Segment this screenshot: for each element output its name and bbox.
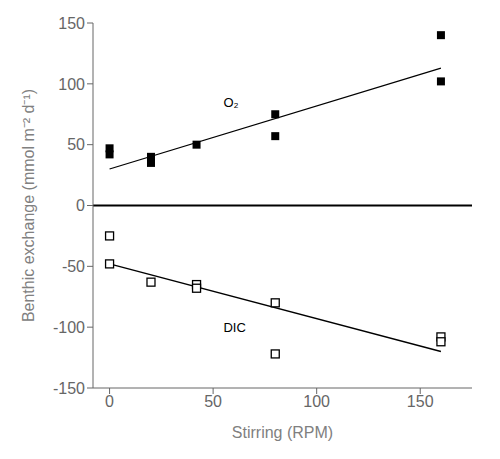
svg-text:150: 150 <box>58 15 85 32</box>
svg-text:DIC: DIC <box>223 320 245 335</box>
svg-text:-100: -100 <box>53 319 85 336</box>
svg-text:-50: -50 <box>62 258 85 275</box>
svg-text:O₂: O₂ <box>223 95 238 110</box>
svg-text:Benthic exchange (mmol m⁻² d⁻¹: Benthic exchange (mmol m⁻² d⁻¹) <box>20 89 37 322</box>
svg-text:0: 0 <box>105 393 114 410</box>
svg-text:50: 50 <box>67 136 85 153</box>
svg-text:100: 100 <box>58 76 85 93</box>
svg-text:50: 50 <box>204 393 222 410</box>
svg-text:Stirring (RPM): Stirring (RPM) <box>232 424 333 441</box>
svg-text:100: 100 <box>303 393 330 410</box>
svg-text:150: 150 <box>407 393 434 410</box>
svg-text:-150: -150 <box>53 380 85 397</box>
svg-text:0: 0 <box>76 197 85 214</box>
